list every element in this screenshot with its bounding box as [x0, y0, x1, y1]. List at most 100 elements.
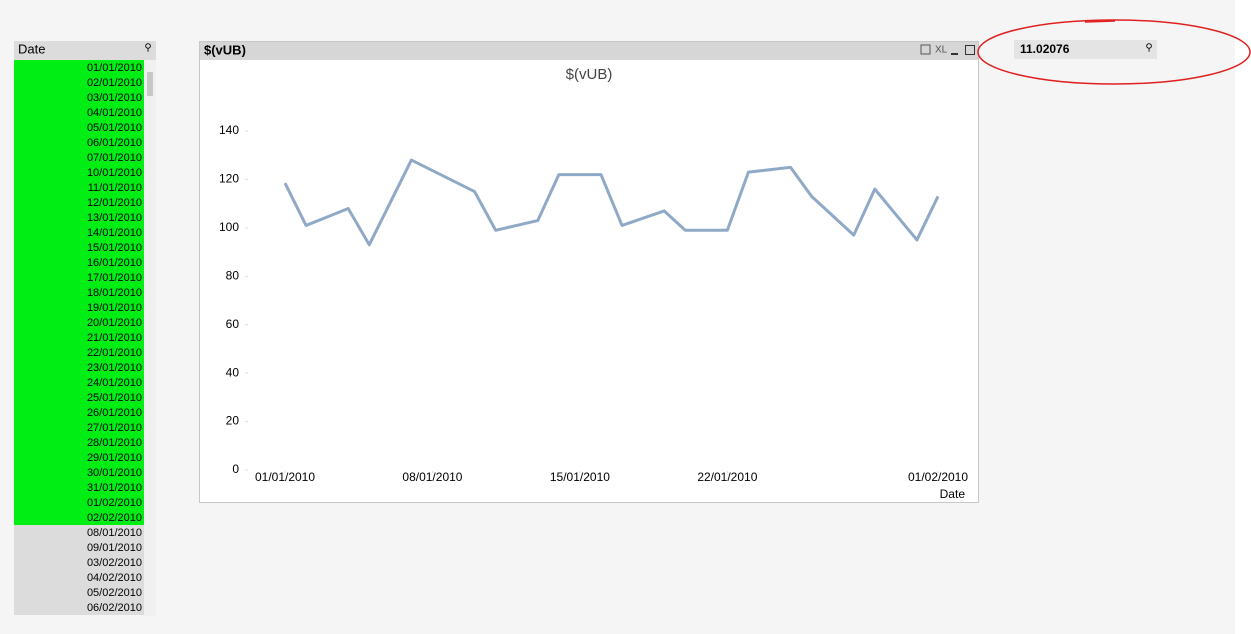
list-item — [14, 540, 144, 555]
list-item — [14, 150, 144, 165]
list-item-label: 19/01/2010 — [87, 302, 142, 314]
list-item-label: 04/01/2010 — [87, 107, 142, 119]
chart-title: $(vUB) — [566, 66, 613, 83]
maximize-icon[interactable] — [965, 45, 975, 55]
list-item-label: 15/01/2010 — [87, 242, 142, 254]
list-item-label: 07/01/2010 — [87, 152, 142, 164]
list-item-label: 11/01/2010 — [88, 182, 142, 194]
list-item — [14, 525, 144, 540]
list-item — [14, 435, 144, 450]
margin — [1235, 0, 1251, 634]
list-item-label: 04/02/2010 — [87, 572, 142, 584]
list-item-label: 31/01/2010 — [87, 482, 142, 494]
list-item — [14, 450, 144, 465]
series-line — [283, 158, 940, 247]
annotation-circle — [977, 19, 1251, 85]
list-item — [14, 555, 144, 570]
list-item-label: 17/01/2010 — [87, 272, 142, 284]
list-item — [14, 585, 144, 600]
plot: 0 20 40 60 80 100 120 140 01/01/2010 08/01/2010 15… — [219, 123, 968, 484]
list-item — [14, 600, 144, 615]
list-item-label: 13/01/2010 — [87, 212, 142, 224]
list-item — [14, 135, 144, 150]
list-item-label: 09/01/2010 — [87, 542, 142, 554]
x-tick-label: 22/01/2010 — [697, 470, 757, 484]
list-item — [14, 75, 144, 90]
list-item — [14, 285, 144, 300]
list-item-label: 24/01/2010 — [87, 377, 142, 389]
list-item — [14, 180, 144, 195]
search-icon[interactable]: ⚲ — [144, 43, 151, 54]
x-axis-label: Date — [940, 487, 966, 501]
y-tick-label: 80 — [226, 268, 240, 282]
list-item — [14, 420, 144, 435]
list-item — [14, 120, 144, 135]
list-item — [14, 375, 144, 390]
y-tick-label: 100 — [219, 220, 239, 234]
list-item — [14, 210, 144, 225]
list-item — [14, 60, 144, 75]
list-item — [14, 570, 144, 585]
list-item-label: 03/01/2010 — [87, 92, 142, 104]
y-tick-label: 20 — [226, 414, 240, 428]
y-tick-label: 140 — [219, 123, 239, 137]
inputbox-value: 11.02076 — [1020, 42, 1070, 56]
list-item-label: 02/01/2010 — [87, 77, 142, 89]
list-item — [14, 195, 144, 210]
list-item-label: 21/01/2010 — [87, 332, 142, 344]
list-item-label: 02/02/2010 — [87, 512, 142, 524]
scrollbar[interactable] — [144, 60, 156, 616]
y-tick-label: 0 — [232, 462, 239, 476]
list-item — [14, 105, 144, 120]
list-item-label: 26/01/2010 — [87, 407, 142, 419]
print-icon[interactable] — [920, 44, 931, 55]
x-tick-label: 08/01/2010 — [402, 470, 462, 484]
list-item — [14, 300, 144, 315]
list-item-label: 22/01/2010 — [87, 347, 142, 359]
list-item — [14, 330, 144, 345]
y-tick-label: 120 — [219, 172, 239, 186]
list-item — [14, 165, 144, 180]
list-item — [14, 315, 144, 330]
listbox: Date ⚲ 01/01/2010 02/01/2010 03/01/2010 04/… — [14, 41, 156, 616]
scroll-thumb[interactable] — [147, 72, 153, 96]
list-item — [14, 270, 144, 285]
listbox-caption — [14, 41, 156, 60]
list-item — [14, 240, 144, 255]
x-tick-label: 01/02/2010 — [908, 470, 968, 484]
list-item — [14, 360, 144, 375]
annotation-stroke — [1084, 20, 1116, 23]
chart-caption — [200, 42, 978, 60]
x-tick-label: 01/01/2010 — [255, 470, 315, 484]
list-item-label: 12/01/2010 — [87, 197, 142, 209]
list-item-label: 20/01/2010 — [87, 317, 142, 329]
list-item — [14, 255, 144, 270]
list-item — [14, 225, 144, 240]
list-item-label: 18/01/2010 — [87, 287, 142, 299]
list-item-label: 10/01/2010 — [87, 167, 142, 179]
list-item-label: 25/01/2010 — [87, 392, 142, 404]
list-item-label: 16/01/2010 — [87, 257, 142, 269]
list-item-label: 08/01/2010 — [87, 527, 142, 539]
list-item-label: 01/02/2010 — [87, 497, 142, 509]
search-icon[interactable]: ⚲ — [1145, 43, 1152, 54]
list-item — [14, 480, 144, 495]
xl-icon[interactable]: XL — [935, 45, 948, 56]
list-item-label: 23/01/2010 — [87, 362, 142, 374]
inputbox[interactable] — [1014, 40, 1157, 59]
list-item-label: 30/01/2010 — [87, 467, 142, 479]
list-item — [14, 405, 144, 420]
list-item — [14, 495, 144, 510]
listbox-title: Date — [18, 41, 45, 56]
list-item-label: 05/01/2010 — [87, 122, 142, 134]
x-tick-label: 15/01/2010 — [550, 470, 610, 484]
list-item-label: 06/02/2010 — [87, 602, 142, 614]
chart-caption-text: $(vUB) — [204, 42, 246, 57]
list-item-label: 01/01/2010 — [87, 62, 142, 74]
list-item-label: 28/01/2010 — [87, 437, 142, 449]
list-item-label: 27/01/2010 — [87, 422, 142, 434]
list-item — [14, 390, 144, 405]
list-item-label: 29/01/2010 — [87, 452, 142, 464]
list-item-label: 14/01/2010 — [87, 227, 142, 239]
